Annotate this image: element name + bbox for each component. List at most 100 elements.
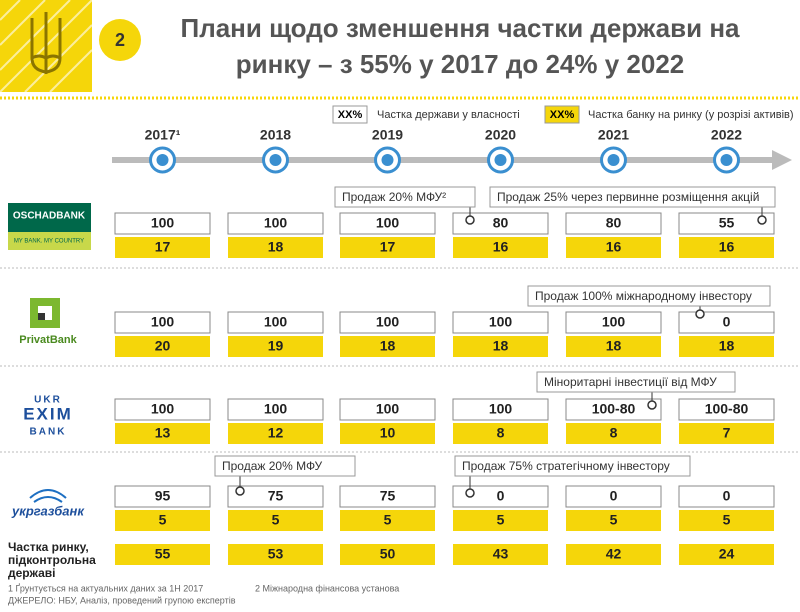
cell-value: 80	[493, 215, 509, 231]
cell-value: 75	[268, 488, 284, 504]
cell	[678, 398, 775, 421]
timeline-dot-core	[494, 154, 507, 166]
cell-value: 55	[155, 546, 171, 562]
cell	[679, 237, 774, 258]
timeline-dot-core	[269, 154, 282, 166]
cell-value: 100	[489, 401, 513, 417]
callout-dot	[235, 486, 245, 496]
totals-label: підконтрольна	[8, 553, 96, 567]
title: ринку – з 55% у 2017 до 24% у 2022	[236, 49, 685, 79]
cell	[228, 336, 323, 357]
cell	[340, 237, 435, 258]
footnote: 1 Ґрунтується на актуальних даних за 1Н …	[8, 582, 203, 593]
cell-value: 0	[610, 488, 618, 504]
cell-value: 100	[489, 314, 513, 330]
cell	[452, 485, 549, 508]
cell-value: 100	[602, 314, 626, 330]
timeline-dot-core	[720, 154, 733, 166]
cell	[115, 544, 210, 565]
cell-value: 17	[155, 239, 171, 255]
callout-text: Продаж 75% стратегічному інвестору	[462, 459, 670, 473]
cell	[114, 398, 211, 421]
legend-swatch	[332, 105, 368, 124]
cell-value: 42	[606, 546, 622, 562]
badge	[99, 19, 141, 61]
cell-value: 43	[493, 546, 509, 562]
logo-oschad-band	[8, 232, 91, 250]
cell-value: 18	[719, 338, 735, 354]
cell	[114, 485, 211, 508]
cell	[339, 398, 436, 421]
cell-value: 12	[268, 425, 284, 441]
cell	[453, 237, 548, 258]
cell	[566, 544, 661, 565]
cell-value: 10	[380, 425, 396, 441]
cell	[452, 212, 549, 235]
callout-dot	[465, 215, 475, 225]
callout-text: Міноритарні інвестиції від МФУ	[544, 375, 717, 389]
callout-text: Продаж 20% МФУ²	[342, 190, 446, 204]
cell-value: 100	[151, 314, 175, 330]
cell	[565, 212, 662, 235]
cell	[340, 423, 435, 444]
logo-text: PrivatBank	[19, 334, 77, 346]
cell	[679, 423, 774, 444]
cell	[566, 237, 661, 258]
callout-text: Продаж 25% через первинне розміщення акц…	[497, 190, 759, 204]
cell	[114, 311, 211, 334]
cell-value: 13	[155, 425, 171, 441]
cell-value: 16	[606, 239, 622, 255]
cell-value: 16	[493, 239, 509, 255]
year: 2021	[598, 127, 629, 143]
cell	[339, 485, 436, 508]
year: 2018	[260, 127, 291, 143]
cell	[340, 544, 435, 565]
timeline-dot-core	[607, 154, 620, 166]
cell-value: 100	[376, 314, 400, 330]
cell	[340, 336, 435, 357]
callout-dot	[465, 488, 475, 498]
cell-value: 0	[723, 314, 731, 330]
footnote: ДЖЕРЕЛО: НБУ, Аналіз, проведений групою …	[8, 595, 236, 605]
callout-dot	[757, 215, 767, 225]
cell	[228, 510, 323, 531]
cell	[452, 398, 549, 421]
callout	[334, 186, 476, 208]
cell-value: 100	[264, 401, 288, 417]
emblem-trident	[30, 12, 62, 74]
cell-value: 5	[723, 512, 731, 528]
cell	[340, 510, 435, 531]
cell-value: 100	[264, 215, 288, 231]
cell	[339, 212, 436, 235]
cell-value: 0	[723, 488, 731, 504]
cell-value: 95	[155, 488, 171, 504]
cell	[566, 423, 661, 444]
cell	[228, 544, 323, 565]
cell-value: 7	[723, 425, 731, 441]
cell	[227, 311, 324, 334]
cell-value: 8	[610, 425, 618, 441]
timeline-arrow	[772, 150, 792, 170]
year: 2020	[485, 127, 516, 143]
cell	[339, 311, 436, 334]
cell	[565, 398, 662, 421]
cell	[678, 212, 775, 235]
logo-text: укргазбанк	[11, 503, 85, 518]
cell-value: 5	[159, 512, 167, 528]
callout-dot	[695, 309, 705, 319]
cell-value: 50	[380, 546, 396, 562]
cell	[115, 423, 210, 444]
callout	[454, 455, 691, 477]
cell	[453, 510, 548, 531]
cell-value: 80	[606, 215, 622, 231]
cell-value: 100-80	[592, 401, 636, 417]
timeline-dot-core	[156, 154, 169, 166]
logo-text: EXIM	[23, 404, 73, 423]
cell	[679, 510, 774, 531]
callout-text: Продаж 20% МФУ	[222, 459, 323, 473]
cell	[228, 237, 323, 258]
title: Плани щодо зменшення частки держави на	[181, 13, 741, 43]
cell	[115, 510, 210, 531]
cell	[453, 336, 548, 357]
